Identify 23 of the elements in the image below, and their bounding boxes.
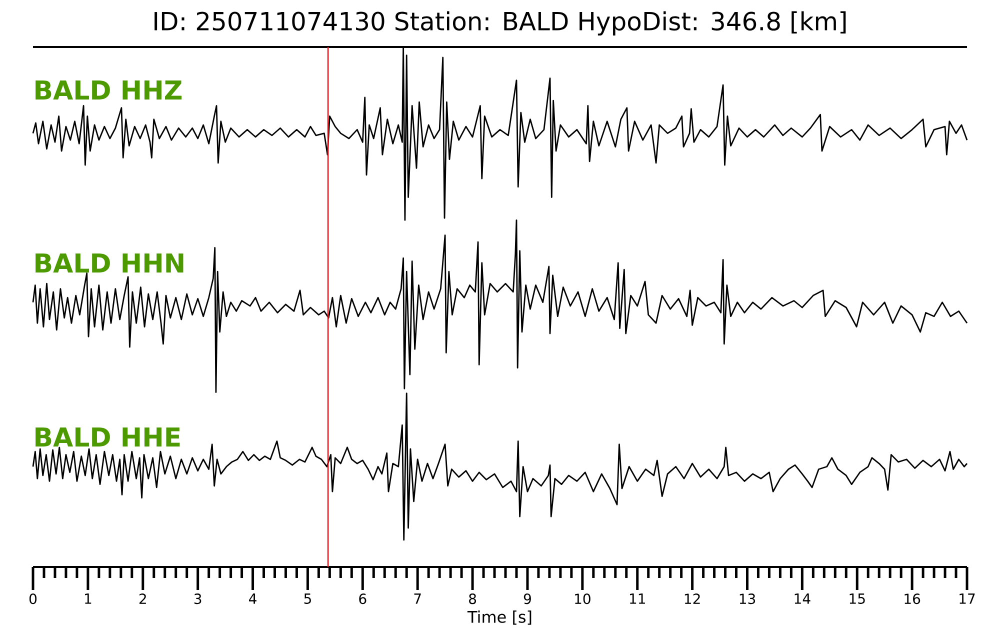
x-tick-label: 5 xyxy=(304,594,311,604)
x-tick-label: 2 xyxy=(139,594,146,604)
x-tick-label: 0 xyxy=(29,594,37,604)
x-tick-label: 1 xyxy=(85,594,92,604)
x-tick-label: 9 xyxy=(524,594,531,604)
series-label: BALD HHZ xyxy=(36,80,182,100)
x-tick-label: 15 xyxy=(850,594,865,604)
x-tick-label: 3 xyxy=(194,594,202,604)
x-tick-label: 14 xyxy=(794,594,810,604)
series-label: BALD HHN xyxy=(36,254,184,272)
x-tick-label: 16 xyxy=(904,594,920,604)
x-tick-label: 17 xyxy=(960,594,975,604)
x-tick-label: 10 xyxy=(575,594,590,604)
x-tick-label: 6 xyxy=(359,594,366,604)
x-tick-label: 11 xyxy=(630,594,645,604)
x-tick-label: 12 xyxy=(684,594,700,604)
x-tick-label: 13 xyxy=(740,594,756,604)
x-tick-label: 4 xyxy=(249,594,256,604)
x-tick-label: 7 xyxy=(414,594,421,604)
chart-title: ID: 250711074130 Station: BALD HypoDist: 346.8 [km] xyxy=(154,11,846,36)
series-label: BALD HHE xyxy=(36,428,180,446)
x-axis-title: Time [s] xyxy=(467,610,532,625)
x-tick-label: 8 xyxy=(469,594,476,604)
